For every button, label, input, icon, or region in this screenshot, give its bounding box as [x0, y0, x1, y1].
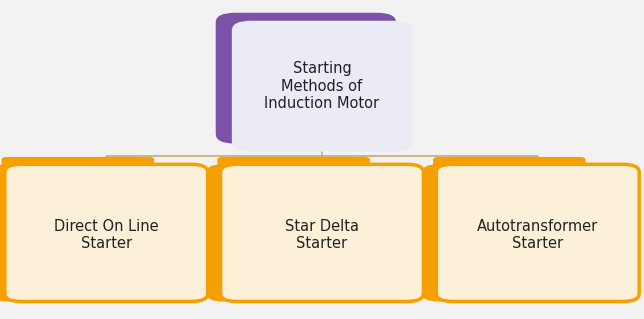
FancyBboxPatch shape [0, 164, 193, 301]
FancyBboxPatch shape [232, 21, 412, 152]
FancyBboxPatch shape [422, 164, 625, 301]
FancyBboxPatch shape [2, 157, 140, 180]
FancyBboxPatch shape [220, 164, 424, 301]
FancyBboxPatch shape [216, 13, 396, 144]
FancyBboxPatch shape [217, 157, 355, 180]
FancyBboxPatch shape [15, 157, 154, 180]
FancyBboxPatch shape [447, 157, 585, 180]
Text: Direct On Line
Starter: Direct On Line Starter [54, 219, 158, 251]
FancyBboxPatch shape [436, 164, 639, 301]
FancyBboxPatch shape [232, 157, 370, 180]
FancyBboxPatch shape [5, 164, 207, 301]
Text: Starting
Methods of
Induction Motor: Starting Methods of Induction Motor [265, 61, 379, 111]
Text: Autotransformer
Starter: Autotransformer Starter [477, 219, 598, 251]
Text: Star Delta
Starter: Star Delta Starter [285, 219, 359, 251]
FancyBboxPatch shape [433, 157, 571, 180]
FancyBboxPatch shape [206, 164, 409, 301]
